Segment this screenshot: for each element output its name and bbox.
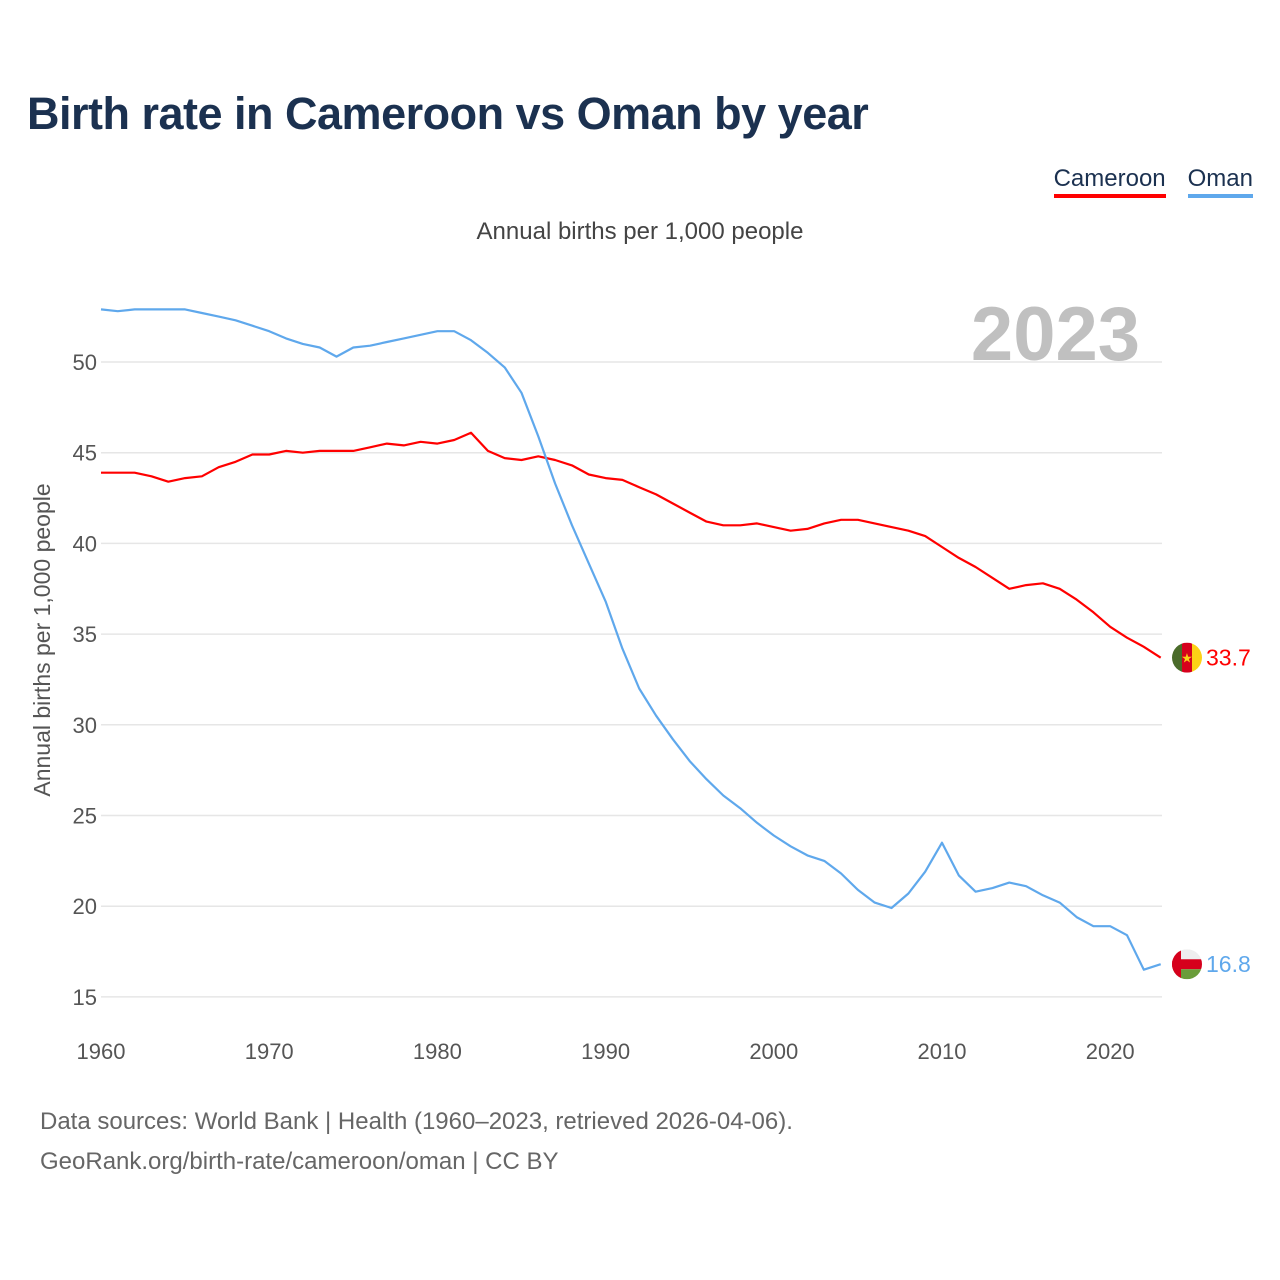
y-tick-label: 15 [73,985,97,1010]
y-tick-label: 25 [73,804,97,829]
y-tick-label: 40 [73,531,97,556]
y-tick-label: 35 [73,622,97,647]
legend: Cameroon Oman [1053,165,1253,198]
y-tick-label: 45 [73,441,97,466]
flag-oman-icon [1172,949,1202,980]
footer-url[interactable]: GeoRank.org/birth-rate/cameroon/oman | C… [40,1148,559,1175]
x-tick-label: 1980 [413,1039,462,1064]
y-tick-label: 50 [73,350,97,375]
series-line-cameroon [101,431,1162,659]
x-tick-label: 1970 [245,1039,294,1064]
chart-title: Birth rate in Cameroon vs Oman by year [27,88,869,139]
series-line-oman [100,308,1162,971]
year-watermark: 2023 [971,292,1140,377]
end-value-label-oman: 16.8 [1206,951,1251,977]
svg-text:★: ★ [1181,651,1193,666]
x-tick-label: 1960 [77,1039,126,1064]
x-tick-label: 2010 [918,1039,967,1064]
end-value-label-cameroon: 33.7 [1206,645,1251,671]
footer-sources: Data sources: World Bank | Health (1960–… [40,1108,793,1135]
chart-subtitle: Annual births per 1,000 people [476,218,804,245]
y-tick-label: 20 [73,894,97,919]
y-axis-label: Annual births per 1,000 people [29,483,55,796]
x-tick-label: 1990 [581,1039,630,1064]
x-tick-label: 2000 [749,1039,798,1064]
legend-item-oman[interactable]: Oman [1187,165,1253,198]
x-tick-label: 2020 [1086,1039,1135,1064]
legend-item-cameroon[interactable]: Cameroon [1053,165,1166,198]
flag-cameroon-icon: ★ [1172,642,1202,673]
y-tick-label: 30 [73,713,97,738]
